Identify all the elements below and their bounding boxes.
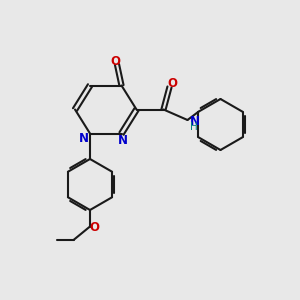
Text: N: N: [118, 134, 128, 147]
Text: O: O: [167, 77, 178, 90]
Text: H: H: [190, 122, 198, 132]
Text: O: O: [110, 55, 121, 68]
Text: O: O: [89, 220, 100, 234]
Text: N: N: [190, 115, 200, 128]
Text: N: N: [78, 132, 88, 146]
